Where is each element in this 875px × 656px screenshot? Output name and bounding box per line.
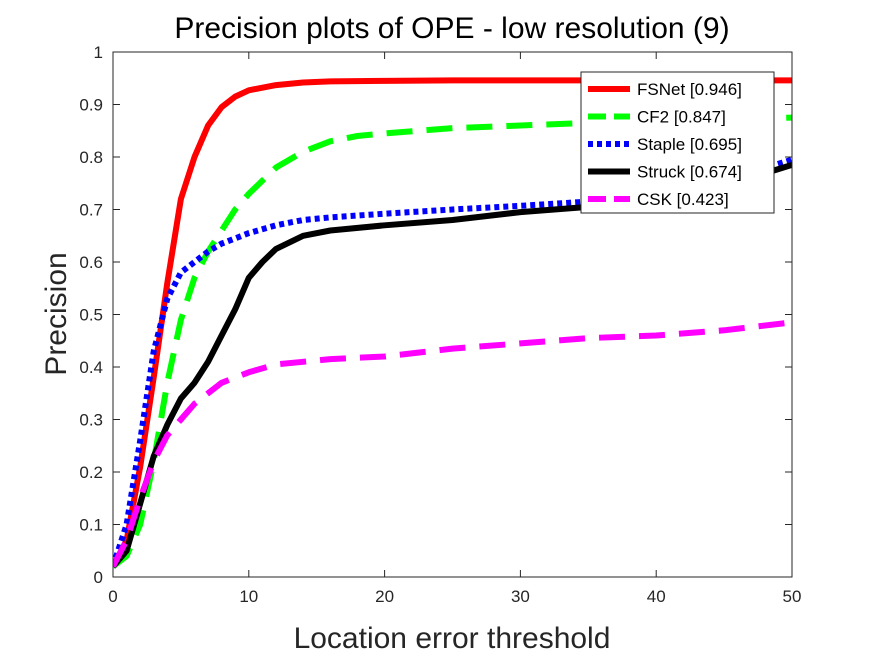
series-line-cf2: [113, 114, 792, 569]
series-line-csk: [113, 319, 792, 568]
legend-label-staple: Staple [0.695]: [637, 135, 742, 154]
y-tick-label: 0: [94, 568, 103, 587]
series-line-fsnet: [113, 77, 792, 568]
legend-label-struck: Struck [0.674]: [637, 163, 742, 182]
y-tick-label: 1: [94, 43, 103, 62]
x-tick-label: 20: [375, 587, 394, 606]
x-tick-label: 40: [647, 587, 666, 606]
y-tick-label: 0.9: [79, 96, 103, 115]
series-line-struck: [113, 162, 792, 569]
y-tick-label: 0.1: [79, 516, 103, 535]
legend-label-fsnet: FSNet [0.946]: [637, 80, 742, 99]
x-tick-label: 0: [108, 587, 117, 606]
series-line-staple: [113, 156, 792, 568]
y-axis-title: Precision: [40, 252, 73, 375]
y-tick-label: 0.5: [79, 306, 103, 325]
legend: FSNet [0.946] CF2 [0.847] Staple [0.695] St…: [580, 71, 775, 214]
y-tick-label: 0.7: [79, 201, 103, 220]
y-axis-ticks: 0 0.1 0.2 0.3 0.4 0.5 0.6 0.7 0.8 0.9 1: [79, 43, 792, 587]
y-tick-label: 0.4: [79, 358, 103, 377]
x-tick-label: 30: [511, 587, 530, 606]
series-layer: [113, 77, 792, 569]
y-tick-label: 0.8: [79, 148, 103, 167]
legend-box: [580, 71, 775, 214]
x-tick-label: 10: [239, 587, 258, 606]
y-tick-label: 0.6: [79, 253, 103, 272]
chart-title: Precision plots of OPE - low resolution …: [174, 12, 729, 45]
y-tick-label: 0.2: [79, 463, 103, 482]
legend-label-csk: CSK [0.423]: [637, 190, 729, 209]
legend-label-cf2: CF2 [0.847]: [637, 108, 726, 127]
y-tick-label: 0.3: [79, 411, 103, 430]
x-axis-ticks: 0 10 20 30 40 50: [108, 52, 801, 606]
x-tick-label: 50: [783, 587, 802, 606]
x-axis-title: Location error threshold: [294, 622, 611, 655]
